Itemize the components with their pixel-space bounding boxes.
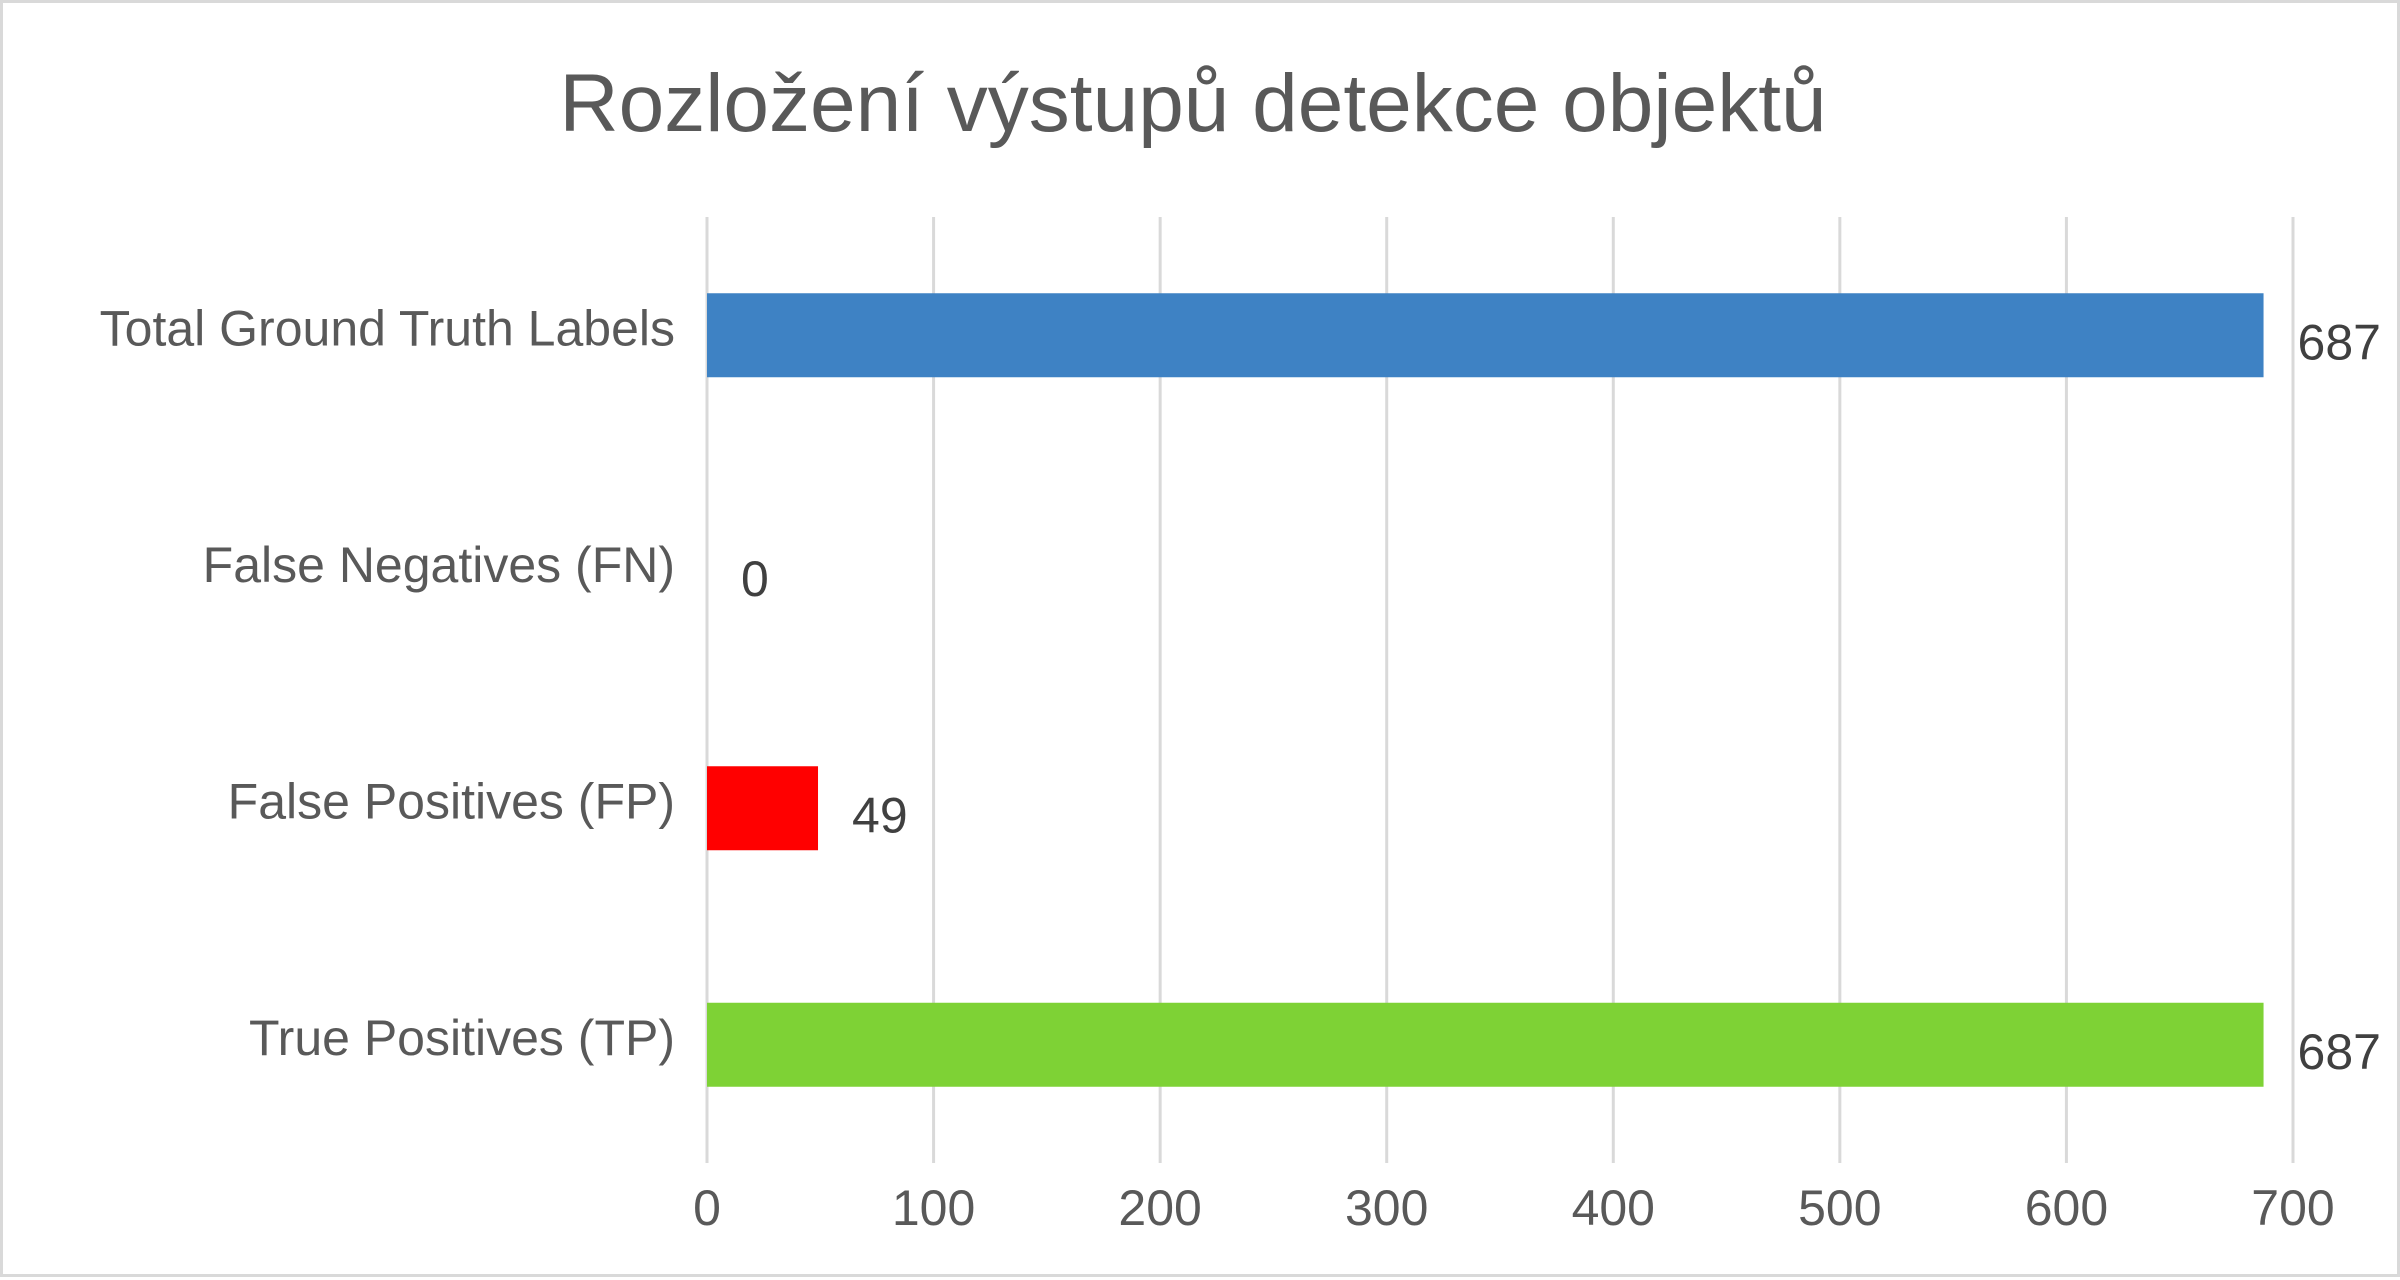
x-tick-label-200: 200 [1118, 1180, 1201, 1236]
labels: 0 100 200 300 400 500 600 700 Total Ground Truth… [100, 300, 2381, 1236]
category-label-3: True Positives (TP) [249, 1010, 675, 1066]
x-tick-label-300: 300 [1345, 1180, 1428, 1236]
chart-title: Rozložení výstupů detekce objektů [559, 58, 1826, 149]
x-tick-label-700: 700 [2251, 1180, 2334, 1236]
bar-2 [707, 766, 819, 851]
bar-3 [707, 1002, 2264, 1087]
x-tick-label-600: 600 [2025, 1180, 2108, 1236]
data-label-0: 687 [2298, 314, 2381, 370]
bar-0 [707, 293, 2264, 378]
data-label-1: 0 [741, 551, 769, 607]
data-label-2: 49 [852, 787, 908, 843]
data-label-3: 687 [2298, 1024, 2381, 1080]
category-label-1: False Negatives (FN) [203, 537, 675, 593]
x-tick-label-0: 0 [693, 1180, 721, 1236]
category-label-0: Total Ground Truth Labels [100, 300, 675, 356]
category-label-2: False Positives (FP) [228, 773, 675, 829]
bar-chart: Rozložení výstupů detekce objektů 0 100 20… [100, 58, 2381, 1236]
x-tick-label-100: 100 [892, 1180, 975, 1236]
bars [707, 293, 2264, 1087]
x-tick-label-500: 500 [1798, 1180, 1881, 1236]
x-tick-label-400: 400 [1572, 1180, 1655, 1236]
